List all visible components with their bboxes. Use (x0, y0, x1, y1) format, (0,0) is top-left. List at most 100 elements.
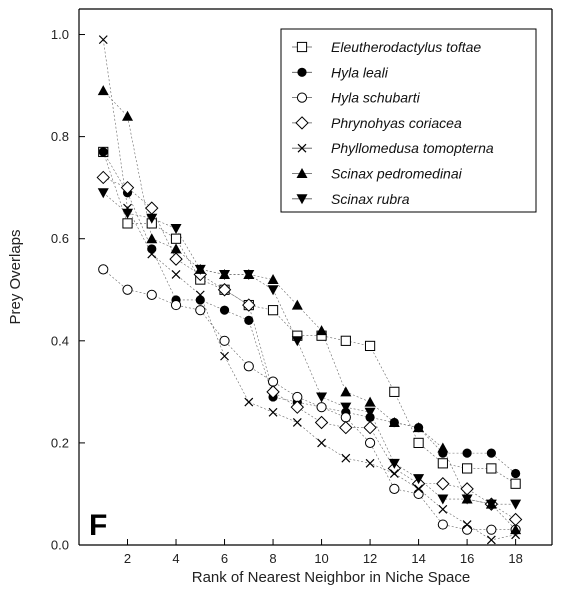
legend-marker (296, 194, 308, 205)
data-point (98, 264, 109, 275)
data-point (437, 458, 448, 469)
data-points (96, 35, 523, 545)
data-point (389, 469, 399, 478)
data-point (219, 305, 230, 315)
legend-label: Hyla leali (331, 64, 389, 80)
data-point (267, 305, 279, 316)
data-point (122, 110, 134, 121)
data-point (268, 407, 278, 417)
y-tick-label: 0.0 (51, 538, 69, 553)
y-axis-title: Prey Overlaps (7, 229, 24, 324)
data-point (291, 336, 303, 347)
data-point (97, 85, 109, 96)
data-point (462, 463, 473, 474)
data-point (147, 244, 157, 254)
data-point (462, 520, 472, 530)
data-point (486, 524, 497, 535)
data-point (290, 400, 305, 414)
data-point (485, 499, 497, 510)
data-point (243, 269, 255, 280)
data-point (316, 392, 328, 403)
data-point (220, 351, 229, 361)
data-point (97, 188, 109, 199)
data-point (267, 376, 279, 387)
data-point (339, 420, 353, 435)
data-point (291, 299, 303, 310)
plot-frame (78, 8, 553, 546)
data-point (147, 249, 157, 259)
x-tick-label: 14 (411, 551, 425, 566)
data-point (438, 504, 448, 514)
data-point (194, 264, 206, 275)
y-tick-label: 0.2 (51, 435, 69, 450)
legend-label: Phrynohyas coriacea (331, 115, 462, 131)
data-point (389, 483, 400, 494)
series-connector (103, 269, 516, 530)
data-point (316, 402, 327, 413)
data-point (171, 270, 181, 279)
data-point (146, 213, 158, 224)
data-point (316, 325, 328, 336)
data-point (510, 524, 522, 535)
legend-box (280, 28, 537, 213)
data-point (510, 499, 522, 510)
data-point (388, 416, 400, 427)
data-point (244, 315, 254, 325)
data-point (170, 299, 182, 311)
data-point (146, 289, 157, 300)
series-connector (103, 177, 516, 520)
data-point (413, 437, 424, 449)
data-point (437, 494, 449, 505)
data-point (242, 298, 256, 312)
legend-label: Hyla schubarti (331, 90, 421, 106)
data-point (508, 512, 523, 527)
data-point (170, 243, 182, 254)
data-point (364, 437, 376, 449)
x-tick-label: 12 (363, 551, 377, 566)
data-point (437, 519, 448, 530)
data-point (340, 386, 352, 397)
data-point (170, 224, 182, 235)
data-point (98, 35, 108, 45)
legend-label: Scinax pedromedinai (331, 166, 463, 182)
data-point (267, 285, 279, 296)
data-point (462, 524, 473, 535)
data-point (146, 233, 158, 244)
y-tick-label: 0.6 (51, 231, 69, 246)
data-point (413, 474, 425, 485)
data-point (243, 361, 254, 372)
data-point (389, 386, 400, 397)
x-tick-label: 2 (124, 551, 131, 566)
data-point (122, 218, 133, 229)
data-point (436, 477, 450, 491)
y-tick-label: 0.8 (51, 129, 69, 144)
x-tick-label: 16 (460, 551, 474, 566)
data-point (511, 468, 521, 479)
x-tick-label: 10 (314, 551, 328, 566)
data-point (460, 482, 474, 496)
data-point (266, 385, 280, 399)
data-point (437, 442, 449, 453)
ticks: 0.0 0.2 0.4 0.6 0.8 1.0 2 4 6 8 10 12 14 16 18 (51, 27, 523, 566)
data-point (413, 488, 424, 500)
data-point (340, 335, 351, 346)
x-tick-label: 6 (221, 551, 228, 566)
series-connector (103, 192, 516, 505)
data-point (217, 283, 232, 297)
data-point (363, 420, 377, 435)
x-tick-label: 8 (269, 551, 276, 566)
data-point (314, 415, 329, 430)
data-point (486, 535, 496, 545)
data-point (195, 290, 205, 300)
data-point (364, 396, 376, 407)
data-point (340, 412, 351, 423)
data-point (195, 305, 206, 316)
legend-marker (296, 41, 308, 53)
legend-label: Scinax rubra (331, 191, 410, 207)
data-point (122, 208, 134, 219)
data-point (96, 170, 110, 185)
legend-label: Phyllomedusa tomopterna (331, 140, 494, 156)
series-connector (103, 90, 516, 530)
data-point (267, 274, 279, 285)
